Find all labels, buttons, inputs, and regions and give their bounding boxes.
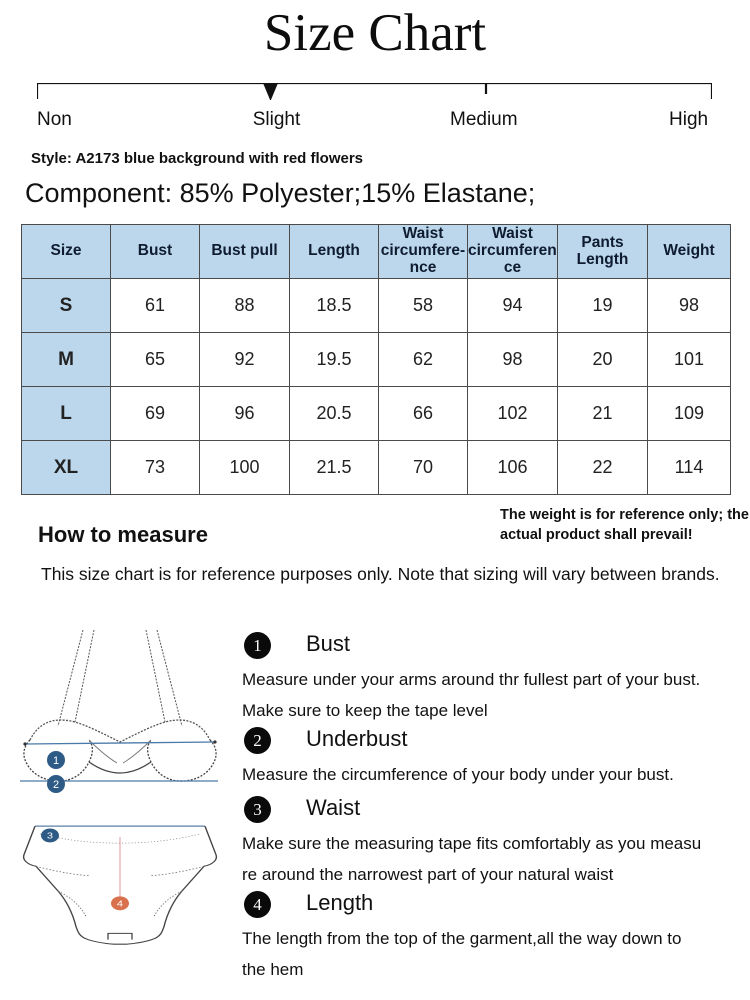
svg-text:3: 3 — [47, 832, 54, 842]
svg-text:1: 1 — [53, 755, 59, 767]
svg-text:4: 4 — [117, 899, 124, 909]
svg-text:2: 2 — [53, 779, 59, 791]
